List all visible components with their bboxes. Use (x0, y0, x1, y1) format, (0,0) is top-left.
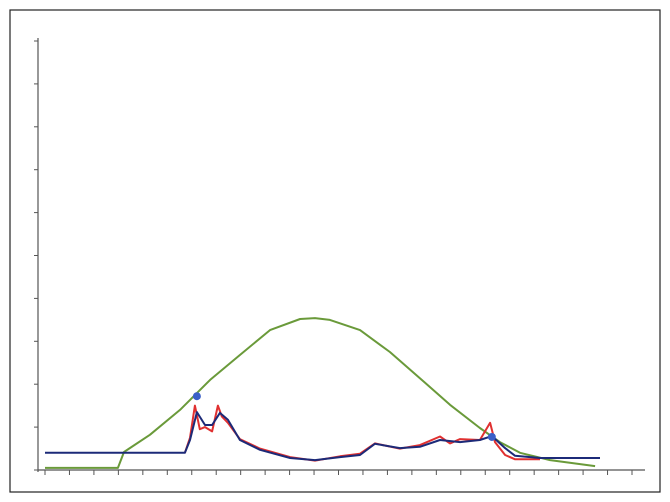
chart-frame (9, 9, 661, 493)
marker (192, 392, 201, 401)
marker (487, 432, 496, 441)
